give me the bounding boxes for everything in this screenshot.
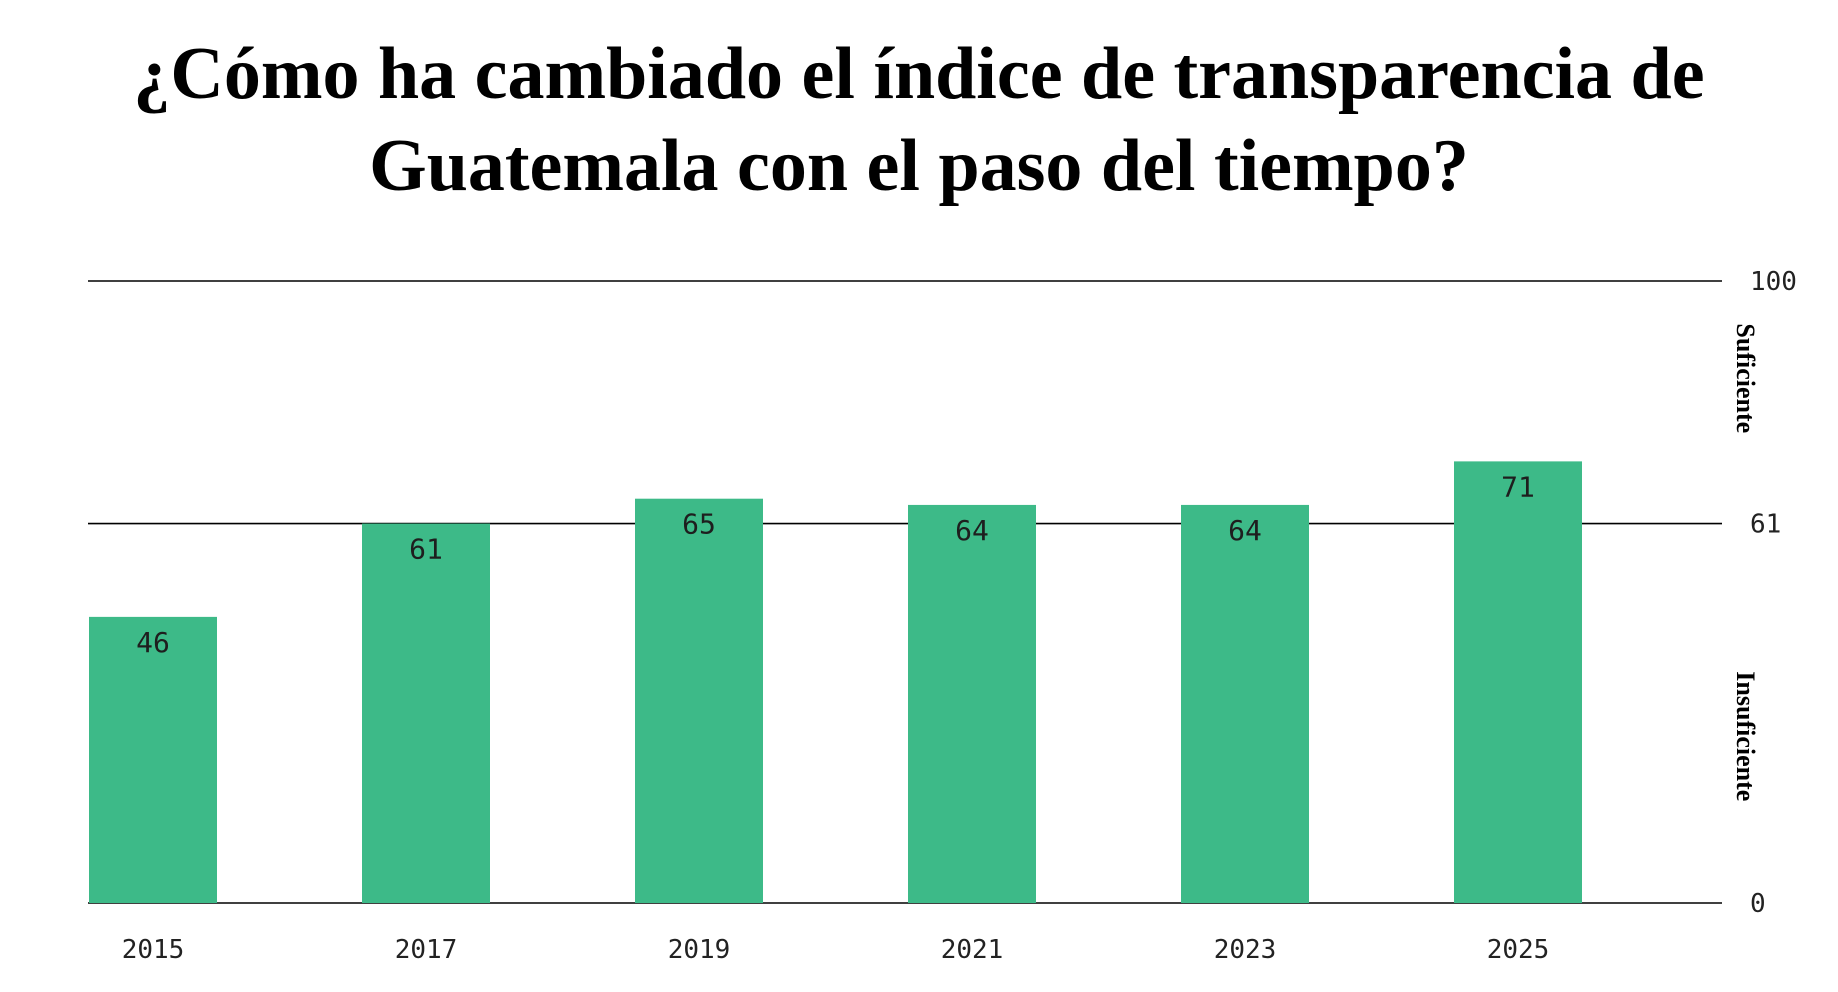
bar-2015 xyxy=(89,616,217,903)
bar-value-label-2021: 64 xyxy=(955,514,989,547)
bar-value-label-2025: 71 xyxy=(1501,470,1535,503)
band-label-suficiente: Suficiente xyxy=(1731,323,1760,433)
y-tick-label-100: 100 xyxy=(1750,267,1797,297)
bar-value-label-2019: 65 xyxy=(682,508,716,541)
y-tick-label-61: 61 xyxy=(1750,510,1781,540)
bar-value-label-2015: 46 xyxy=(136,626,170,659)
chart-title-line-2: Guatemala con el paso del tiempo? xyxy=(369,125,1469,207)
bar-value-label-2023: 64 xyxy=(1228,514,1262,547)
band-label-insuficiente: Insuficiente xyxy=(1731,671,1760,801)
x-tick-label-2019: 2019 xyxy=(668,935,731,965)
labels: 0 61 100 46 2015 61 2017 65 2019 64 2021 64 2023 71 20… xyxy=(122,267,1797,965)
x-tick-label-2023: 2023 xyxy=(1214,935,1277,965)
bar-value-label-2017: 61 xyxy=(409,533,443,566)
bar-2023 xyxy=(1181,504,1309,903)
bar-2025 xyxy=(1454,461,1582,903)
chart-title-line-1: ¿Cómo ha cambiado el índice de transpare… xyxy=(133,33,1705,115)
reference-lines xyxy=(88,280,1722,904)
bar-2019 xyxy=(635,498,763,903)
chart-title: ¿Cómo ha cambiado el índice de transpare… xyxy=(0,28,1838,212)
x-tick-label-2025: 2025 xyxy=(1487,935,1550,965)
x-tick-label-2017: 2017 xyxy=(395,935,458,965)
x-tick-label-2021: 2021 xyxy=(941,935,1004,965)
bar-2017 xyxy=(362,523,490,903)
x-tick-label-2015: 2015 xyxy=(122,935,185,965)
bar-2021 xyxy=(908,504,1036,903)
bars xyxy=(89,461,1582,903)
y-tick-label-0: 0 xyxy=(1750,889,1766,919)
